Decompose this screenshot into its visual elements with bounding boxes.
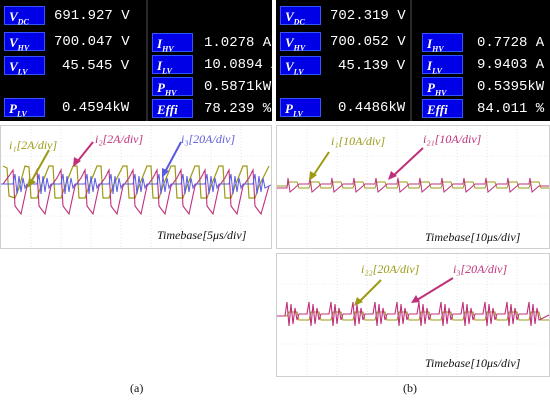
scope-b1-plot [277, 126, 549, 248]
i3-trace [1, 173, 271, 195]
timebase-label: Timebase[10μs/div] [425, 230, 521, 244]
timebase-label: Timebase[10μs/div] [425, 356, 521, 370]
i22-trace [277, 311, 549, 321]
ilv-value: 9.9403 A [477, 57, 545, 73]
effi-value: 84.011 % [477, 101, 545, 117]
ilv-tag: ILV [152, 55, 193, 76]
ihv-value: 0.7728 A [477, 35, 545, 51]
caption-a: (a) [130, 381, 144, 395]
scope-b1: i₁[10A/div] i₂₁[10A/div] Timebase[10μs/d… [276, 125, 550, 249]
i2-label: i₂[2A/div] [95, 132, 144, 146]
vhv-tag: VHV [4, 32, 45, 53]
vhv-value: 700.052 V [330, 34, 406, 50]
ilv-tag: ILV [422, 55, 463, 76]
vhv-tag: VHV [280, 32, 321, 53]
plv-value: 0.4486kW [338, 100, 406, 116]
vlv-value: 45.139 V [338, 58, 406, 74]
scope-a: i₁[2A/div] i₂[2A/div] i₃[20A/div] Timeba… [0, 125, 272, 249]
timebase-label: Timebase[5μs/div] [157, 228, 247, 242]
ihv-value: 1.0278 A [204, 35, 272, 51]
power-meter-a: VDC 691.927 V VHV 700.047 V VLV 45.545 V… [0, 0, 280, 121]
i1-label: i₁[10A/div] [331, 134, 386, 148]
vlv-value: 45.545 V [62, 58, 130, 74]
plv-tag: PLV [280, 98, 321, 119]
ihv-tag: IHV [422, 33, 463, 54]
caption-b: (b) [403, 381, 417, 395]
effi-tag: Effi [152, 99, 193, 118]
vhv-value: 700.047 V [54, 34, 130, 50]
scope-a-arrows [27, 141, 182, 188]
i2-trace [2, 167, 270, 216]
ilv-value: 10.0894 A [204, 57, 280, 73]
i1-label: i₁[2A/div] [9, 138, 58, 152]
meter-divider [146, 0, 148, 121]
vlv-tag: VLV [280, 56, 321, 77]
scope-b1-arrows [309, 147, 424, 181]
vlv-tag: VLV [4, 56, 45, 77]
scope-b2: i₂₂[20A/div] i₃[20A/div] Timebase[10μs/d… [276, 253, 550, 377]
ihv-tag: IHV [152, 33, 193, 54]
scope-b2-plot [277, 254, 549, 376]
vdc-tag: VDC [280, 6, 321, 27]
vdc-value: 702.319 V [330, 8, 406, 24]
power-meter-b: VDC 702.319 V VHV 700.052 V VLV 45.139 V… [276, 0, 550, 121]
plv-value: 0.4594kW [62, 100, 130, 116]
i21-label: i₂₁[10A/div] [423, 132, 482, 146]
scope-b1-grid [277, 126, 549, 248]
vdc-tag: VDC [4, 6, 45, 27]
i21-trace [277, 177, 549, 193]
i3-label: i₃[20A/div] [181, 132, 236, 146]
scope-b2-arrows [354, 277, 454, 306]
i22-label: i₂₂[20A/div] [361, 262, 420, 276]
phv-value: 0.5395kW [477, 79, 545, 95]
vdc-value: 691.927 V [54, 8, 130, 24]
scope-a-plot [1, 126, 271, 248]
phv-value: 0.5871kW [204, 79, 272, 95]
plv-tag: PLV [4, 98, 45, 119]
phv-tag: PHV [422, 77, 463, 98]
phv-tag: PHV [152, 77, 193, 98]
i1-trace [277, 181, 549, 189]
effi-tag: Effi [422, 99, 463, 118]
i3-label: i₃[20A/div] [453, 262, 508, 276]
meter-divider [410, 0, 412, 121]
effi-value: 78.239 % [204, 101, 272, 117]
i3-trace [277, 301, 549, 327]
